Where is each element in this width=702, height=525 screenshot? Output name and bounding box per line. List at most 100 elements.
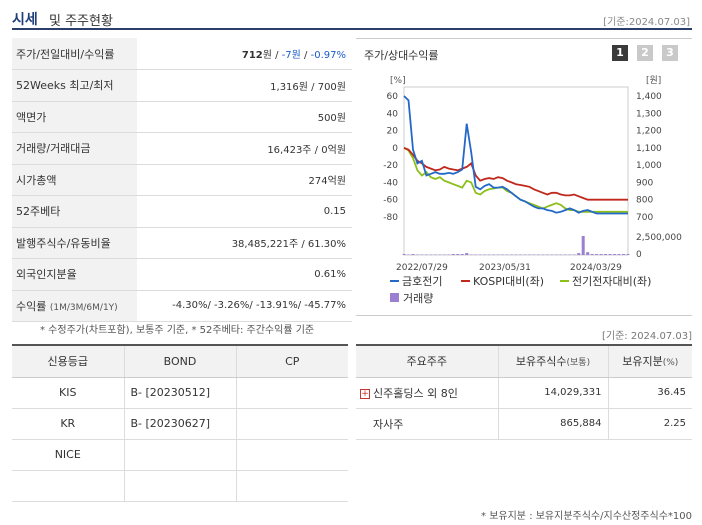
footnote-holders: * 보유지분 : 보유지분주식수/지수산정주식수*100 (481, 511, 692, 522)
table-row: 자사주 865,884 2.25 (356, 408, 692, 440)
table-row: 시가총액 274억원 (12, 164, 352, 196)
legend-label: 전기전자대비(좌) (572, 275, 651, 288)
right-tick-label: 700 (636, 213, 653, 223)
price-chart: [%] [원] 60 40 20 0 -20 -40 -60 -80 1,400 1,300 1,200… (383, 75, 682, 305)
table-row: KIS B- [20230512] (12, 377, 348, 409)
holder-name: 자사주 (356, 408, 498, 440)
legend-label: KOSPI대비(좌) (473, 275, 544, 288)
chart-title: 주가/상대수익률 (364, 49, 439, 62)
left-axis-unit: [%] (390, 76, 406, 86)
volume-bar (626, 254, 630, 255)
volume-bar (465, 253, 469, 255)
legend-swatch (390, 293, 399, 302)
volume-tick-label: 2,500,000 (636, 233, 682, 243)
row-value: 38,485,221주 / 61.30% (231, 239, 346, 251)
column-header: CP (235, 345, 348, 378)
expand-icon[interactable]: + (360, 388, 370, 399)
volume-bar (595, 254, 599, 255)
row-label: 52Weeks 최고/최저 (12, 69, 137, 101)
table-row: + 신주홀딩스 외 8인 14,029,331 36.45 (356, 377, 692, 409)
volume-bar (590, 254, 594, 255)
right-tick-label: 1,000 (636, 161, 662, 171)
row-label: 액면가 (12, 101, 137, 133)
column-header: 신용등급 (12, 345, 124, 378)
rating-agency: KIS (12, 377, 124, 409)
holder-percent: 2.25 (607, 408, 692, 440)
right-tick-label: 1,100 (636, 144, 662, 154)
bond-rating: B- [20230512] (123, 377, 236, 409)
right-tick-label: 900 (636, 178, 653, 188)
reference-date: [기준:2024.07.03] (603, 17, 690, 28)
volume-bar (460, 254, 464, 255)
volume-bar (581, 236, 585, 255)
right-tick-label: 1,300 (636, 109, 662, 119)
volume-bar (456, 254, 460, 255)
volume-bar (622, 254, 626, 255)
cp-rating (235, 408, 348, 440)
current-price: 712 (241, 50, 263, 61)
column-header: 보유주식수(보통) (497, 345, 608, 378)
x-tick-label: 2022/07/29 (396, 263, 448, 273)
table-row: 52주베타 0.15 (12, 195, 352, 227)
table-row: 발행주식수/유동비율 38,485,221주 / 61.30% (12, 227, 352, 259)
bond-rating (123, 439, 236, 471)
series-line (403, 95, 628, 215)
x-tick-label: 2024/03/29 (570, 263, 622, 273)
price-change: -7원 (281, 50, 301, 61)
row-label: 거래량/거래대금 (12, 132, 137, 164)
section-title-main: 시세 (12, 12, 38, 28)
section-title-rest: 및 주주현황 (49, 14, 113, 29)
volume-bar (604, 254, 608, 255)
table-header-row: 신용등급 BOND CP (12, 345, 348, 378)
row-value: 712원 / -7원 / -0.97% (241, 50, 346, 61)
rating-agency: KR (12, 408, 124, 440)
right-tick-label: 1,400 (636, 92, 662, 102)
volume-bar (451, 254, 455, 255)
left-tick-label: -80 (383, 213, 398, 223)
left-tick-label: 60 (387, 92, 399, 102)
series-line (403, 147, 628, 201)
left-tick-label: -60 (383, 196, 398, 206)
holder-percent: 36.45 (607, 377, 692, 409)
cp-rating (235, 470, 348, 502)
cp-rating (235, 377, 348, 409)
reference-date-2: [기준: 2024.07.03] (601, 331, 692, 342)
table-row: 거래량/거래대금 16,423주 / 0억원 (12, 132, 352, 164)
volume-bar (586, 252, 590, 255)
plot-frame (403, 86, 629, 256)
volume-bar (411, 254, 415, 255)
table-header-row: 주요주주 보유주식수(보통) 보유지분(%) (356, 345, 692, 378)
column-header: 보유지분(%) (607, 345, 692, 378)
section-header: 시세 및 주주현황 [기준:2024.07.03] (12, 0, 692, 30)
cp-rating (235, 439, 348, 471)
footnote-price: * 수정주가(차트포함), 보통주 기준, * 52주베타: 주간수익률 기준 (40, 325, 315, 336)
price-change-rate: -0.97% (310, 50, 346, 61)
row-value: 0.61% (314, 268, 346, 280)
chart-tab-1[interactable]: 1 (612, 45, 628, 61)
x-tick-label: 2023/05/31 (479, 263, 531, 273)
chart-tab-2[interactable]: 2 (637, 45, 653, 61)
table-row: 외국인지분율 0.61% (12, 258, 352, 290)
left-tick-label: -40 (383, 178, 398, 188)
rating-agency (12, 470, 124, 502)
rating-agency: NICE (12, 439, 124, 471)
volume-bar (608, 254, 612, 255)
volume-bar (617, 254, 621, 255)
volume-bar (599, 254, 603, 255)
row-label: 시가총액 (12, 164, 137, 196)
table-row: KR B- [20230627] (12, 408, 348, 440)
credit-rating-table: 신용등급 BOND CP KIS B- [20230512] KR B- [20… (12, 344, 348, 502)
chart-tab-3[interactable]: 3 (662, 45, 678, 61)
legend-label: 거래량 (403, 292, 433, 305)
row-value: 274억원 (308, 176, 347, 188)
chart-panel: 주가/상대수익률 1 2 3 [%] [원] 60 40 20 0 -20 -40 -60 -80… (356, 38, 692, 316)
left-tick-label: 0 (392, 144, 398, 154)
table-row: 52Weeks 최고/최저 1,316원 / 700원 (12, 69, 352, 101)
column-header: BOND (123, 345, 236, 378)
row-label: 주가/전일대비/수익률 (12, 38, 137, 70)
volume-tick-label: 0 (636, 250, 642, 260)
bond-rating (123, 470, 236, 502)
series-line (403, 147, 628, 213)
volume-bar (402, 254, 406, 255)
row-label: 52주베타 (12, 195, 137, 227)
